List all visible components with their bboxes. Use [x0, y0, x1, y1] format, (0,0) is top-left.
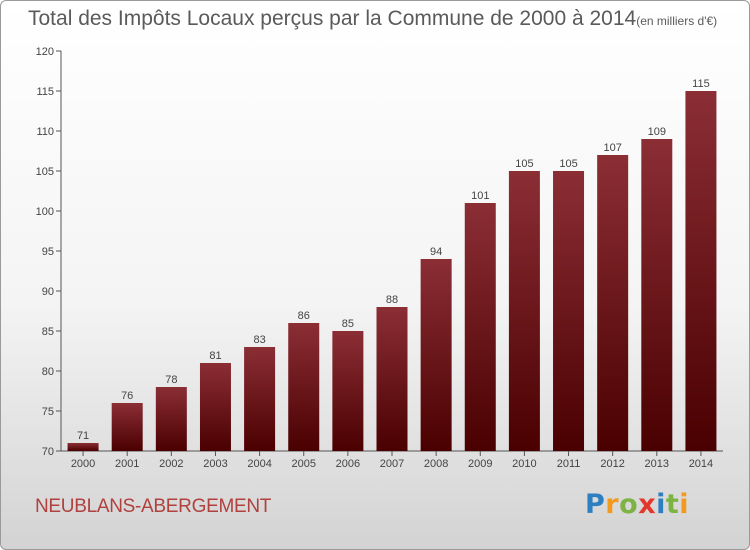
bar [67, 443, 99, 451]
y-tick-label: 120 [36, 46, 54, 58]
x-tick-label: 2009 [468, 458, 492, 470]
bar [155, 387, 187, 451]
bar [376, 307, 408, 451]
bar-value-label: 83 [253, 334, 265, 346]
x-tick-label: 2012 [600, 458, 624, 470]
bar-value-label: 109 [648, 126, 666, 138]
logo-letter: i [656, 489, 666, 520]
bar-value-label: 107 [603, 142, 621, 154]
bar-value-label: 101 [471, 190, 489, 202]
bar [111, 403, 143, 451]
x-tick-label: 2014 [689, 458, 713, 470]
bar-value-label: 86 [298, 310, 310, 322]
x-tick-label: 2006 [336, 458, 360, 470]
x-tick-label: 2008 [424, 458, 448, 470]
y-tick-label: 85 [42, 326, 54, 338]
x-tick-label: 2001 [115, 458, 139, 470]
bar [641, 139, 673, 451]
bar [288, 323, 320, 451]
bar-value-label: 85 [342, 318, 354, 330]
bar [332, 331, 364, 451]
logo-letter: x [638, 489, 657, 520]
y-tick-label: 90 [42, 286, 54, 298]
logo-letter: r [605, 489, 620, 520]
bar-labels: 71 76 78 81 83 86 85 88 94 101 105 105 107 109 115 [77, 78, 710, 442]
chart-title: Total des Impôts Locaux perçus par la Co… [28, 7, 637, 30]
x-tick-label: 2003 [203, 458, 227, 470]
x-tick-label: 2002 [159, 458, 183, 470]
y-tick-label: 100 [36, 206, 54, 218]
bar-value-label: 115 [692, 78, 710, 90]
y-tick-label: 75 [42, 406, 54, 418]
x-tick-label: 2011 [557, 458, 581, 470]
y-axis: 70 75 80 85 90 95 100 105 110 115 120 [36, 46, 62, 458]
bars [67, 91, 717, 451]
bar-value-label: 105 [515, 158, 533, 170]
proxiti-logo[interactable]: Proxiti [585, 489, 689, 520]
bar-value-label: 78 [165, 374, 177, 386]
x-tick-label: 2000 [71, 458, 95, 470]
y-tick-label: 110 [36, 126, 54, 138]
y-tick-label: 105 [36, 166, 54, 178]
x-axis: 2000 2001 2002 2003 2004 2005 2006 2007 2008 2009… [61, 450, 723, 470]
x-tick-label: 2007 [380, 458, 404, 470]
x-tick-label: 2004 [247, 458, 271, 470]
bar-value-label: 94 [430, 246, 442, 258]
bar-value-label: 105 [559, 158, 577, 170]
y-tick-label: 95 [42, 246, 54, 258]
y-tick-label: 80 [42, 366, 54, 378]
bar [420, 259, 452, 451]
bar [199, 363, 231, 451]
bar [553, 171, 585, 451]
bar [685, 91, 717, 451]
bar [244, 347, 276, 451]
bar [464, 203, 496, 451]
bar-value-label: 81 [209, 350, 221, 362]
logo-letter: o [619, 489, 639, 520]
logo-letter: i [679, 489, 690, 520]
chart-subtitle: (en milliers d'€) [636, 14, 718, 28]
bar [597, 155, 629, 451]
bar-value-label: 71 [77, 430, 89, 442]
logo-letter: t [665, 489, 680, 520]
title-line: Total des Impôts Locaux perçus par la Co… [28, 7, 717, 31]
y-tick-label: 115 [36, 86, 54, 98]
bar-value-label: 76 [121, 390, 133, 402]
x-tick-label: 2013 [645, 458, 669, 470]
x-tick-label: 2005 [291, 458, 315, 470]
commune-name: NEUBLANS-ABERGEMENT [35, 496, 272, 517]
logo-letter: P [585, 489, 606, 520]
bar [508, 171, 540, 451]
bar-value-label: 88 [386, 294, 398, 306]
x-tick-label: 2010 [512, 458, 536, 470]
y-tick-label: 70 [42, 446, 54, 458]
